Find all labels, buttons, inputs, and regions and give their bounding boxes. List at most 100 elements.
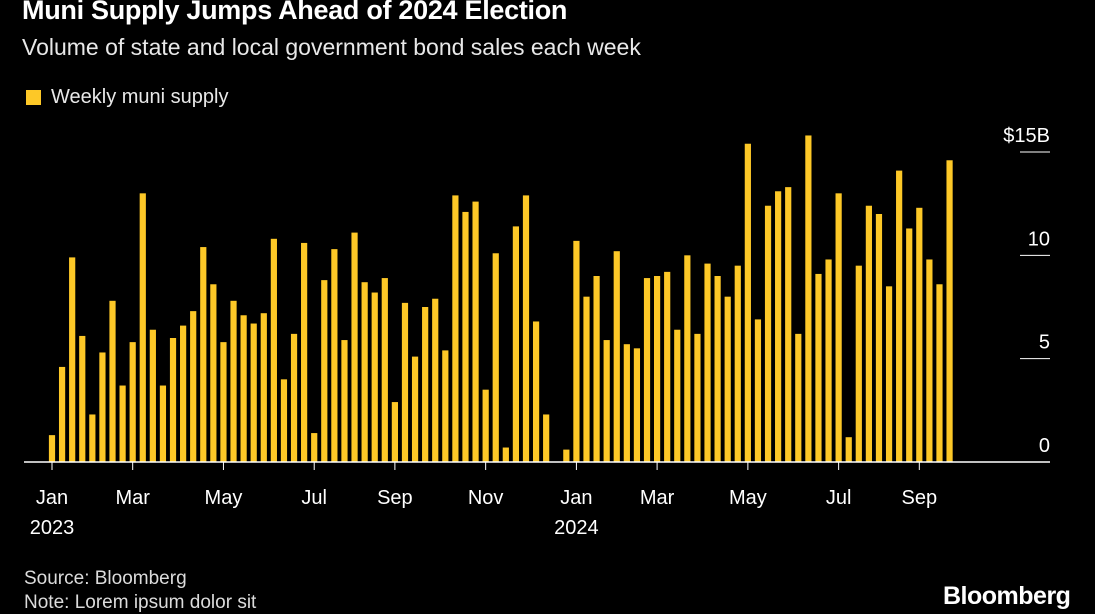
bar bbox=[381, 278, 388, 462]
bar bbox=[462, 211, 469, 462]
bar bbox=[916, 207, 923, 462]
bar bbox=[714, 276, 721, 462]
bar bbox=[311, 433, 318, 462]
y-tick-label: 0 bbox=[1039, 435, 1050, 457]
bar bbox=[744, 143, 751, 463]
bar bbox=[391, 402, 398, 462]
bar bbox=[522, 195, 530, 462]
bar bbox=[603, 340, 610, 462]
bar bbox=[99, 352, 106, 462]
bar bbox=[654, 276, 661, 462]
x-tick-label: Jan bbox=[36, 487, 68, 509]
x-tick-year-label: 2024 bbox=[554, 517, 599, 539]
bar bbox=[613, 251, 620, 462]
x-tick-label: May bbox=[729, 487, 767, 509]
bar bbox=[351, 232, 358, 462]
bar bbox=[361, 282, 368, 462]
bar bbox=[633, 348, 641, 462]
bar bbox=[280, 379, 288, 462]
bar bbox=[563, 449, 570, 462]
x-tick-year-label: 2023 bbox=[30, 517, 75, 539]
bar bbox=[58, 366, 66, 462]
x-tick-label: Sep bbox=[902, 487, 938, 509]
legend: Weekly muni supply bbox=[26, 86, 228, 109]
bar bbox=[775, 191, 782, 462]
x-tick-label: Jul bbox=[826, 487, 852, 509]
bar bbox=[896, 170, 903, 462]
bar bbox=[512, 226, 520, 462]
bar bbox=[825, 259, 832, 462]
legend-swatch bbox=[26, 90, 41, 105]
bar bbox=[159, 385, 167, 462]
bar bbox=[89, 414, 96, 462]
bar bbox=[593, 276, 600, 462]
bar bbox=[331, 249, 338, 462]
bar bbox=[906, 228, 913, 462]
bar bbox=[371, 292, 378, 462]
y-tick-label: 5 bbox=[1039, 332, 1050, 354]
x-tick-label: Sep bbox=[377, 487, 413, 509]
bar bbox=[885, 286, 893, 462]
x-axis: Jan 2023 Mar May Jul Sep Nov Jan 2024 Mar May Jul Se… bbox=[24, 461, 1050, 539]
bar bbox=[694, 333, 701, 462]
bar bbox=[411, 356, 419, 462]
bar bbox=[573, 240, 580, 462]
bar bbox=[684, 255, 691, 462]
bar bbox=[321, 280, 328, 462]
bar bbox=[583, 296, 590, 462]
bar bbox=[240, 315, 247, 462]
y-axis-labels: 0 5 10 $15B bbox=[1003, 125, 1050, 457]
bar bbox=[250, 323, 257, 462]
footnote: Note: Lorem ipsum dolor sit bbox=[24, 592, 257, 613]
bar bbox=[472, 201, 479, 462]
bar bbox=[190, 311, 197, 462]
bar bbox=[260, 313, 267, 462]
bar bbox=[623, 344, 630, 462]
bar bbox=[139, 193, 146, 462]
bar bbox=[401, 302, 409, 462]
bar bbox=[210, 284, 217, 462]
bar bbox=[270, 238, 277, 462]
bar bbox=[855, 265, 862, 462]
x-tick-label: Mar bbox=[640, 487, 675, 509]
bar bbox=[865, 205, 872, 463]
bars bbox=[48, 135, 953, 463]
bar bbox=[946, 160, 953, 462]
bar bbox=[442, 350, 449, 462]
bar bbox=[341, 340, 348, 462]
chart-title: Muni Supply Jumps Ahead of 2024 Election bbox=[22, 0, 568, 25]
x-tick-label: May bbox=[205, 487, 243, 509]
bar bbox=[734, 265, 741, 462]
bar bbox=[875, 214, 883, 462]
bar bbox=[643, 278, 651, 462]
bar bbox=[129, 342, 136, 462]
y-tick-label: 10 bbox=[1028, 228, 1050, 250]
bar bbox=[704, 263, 711, 462]
x-tick-label: Nov bbox=[468, 487, 504, 509]
bar bbox=[805, 135, 812, 462]
chart-subtitle: Volume of state and local government bon… bbox=[22, 34, 641, 60]
y-tick-label: $15B bbox=[1003, 125, 1050, 147]
bar bbox=[149, 329, 156, 462]
x-tick-label: Mar bbox=[115, 487, 150, 509]
bar bbox=[926, 259, 933, 462]
bar bbox=[48, 435, 56, 462]
bar bbox=[543, 414, 550, 462]
bar bbox=[754, 319, 762, 462]
bar bbox=[79, 335, 86, 462]
x-tick-label: Jul bbox=[301, 487, 327, 509]
bar bbox=[674, 329, 681, 462]
legend-label: Weekly muni supply bbox=[51, 86, 229, 108]
bar bbox=[492, 253, 499, 462]
bar bbox=[109, 300, 116, 462]
bar bbox=[785, 187, 792, 462]
source-note: Source: Bloomberg bbox=[24, 568, 187, 589]
bar bbox=[532, 321, 540, 462]
bar bbox=[301, 242, 308, 462]
bar bbox=[452, 195, 459, 462]
bar bbox=[230, 300, 237, 462]
bar bbox=[764, 205, 772, 463]
bar bbox=[69, 257, 76, 462]
bar bbox=[290, 333, 298, 462]
bar bbox=[482, 389, 489, 462]
